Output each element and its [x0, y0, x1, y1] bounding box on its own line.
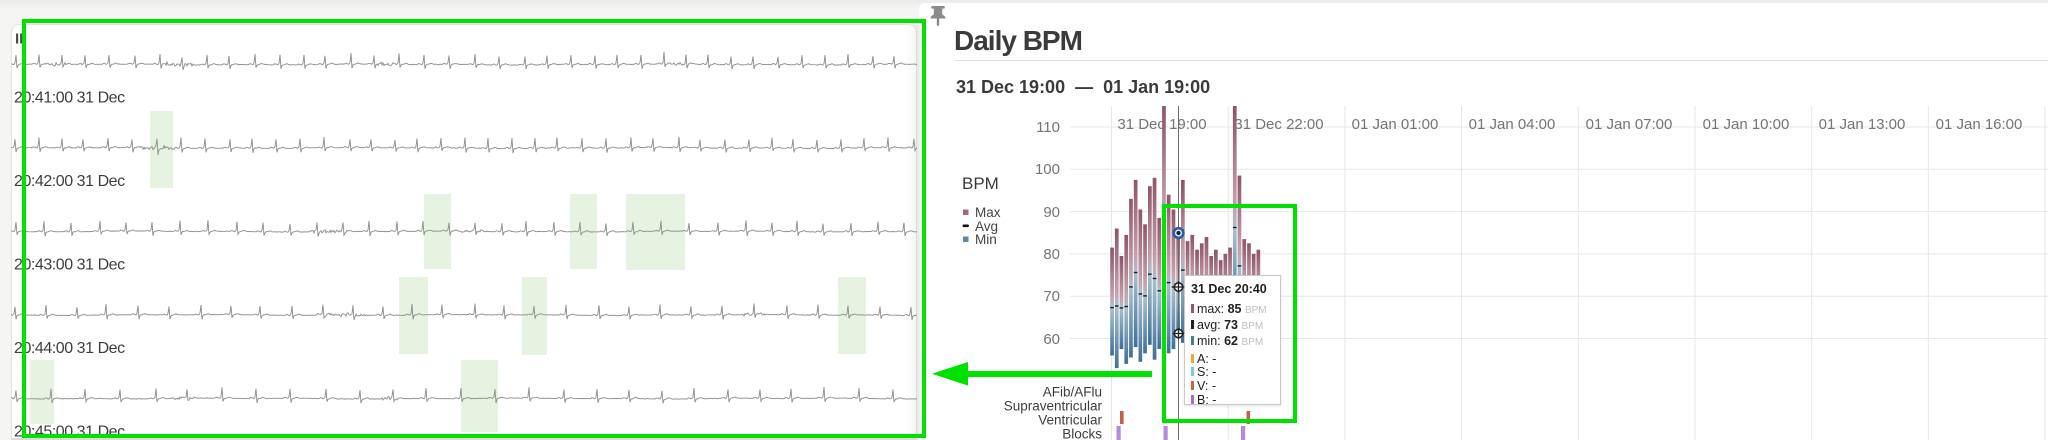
svg-text:Ventricular: Ventricular [1038, 413, 1102, 428]
svg-text:Min: Min [975, 232, 997, 247]
svg-text:01 Jan 13:00: 01 Jan 13:00 [1819, 116, 1906, 133]
svg-text:60: 60 [1043, 331, 1060, 348]
svg-text:Max: Max [975, 205, 1001, 220]
svg-text:II: II [15, 31, 23, 48]
svg-text:01 Jan 04:00: 01 Jan 04:00 [1469, 116, 1556, 133]
svg-text:20:41:00 31 Dec: 20:41:00 31 Dec [14, 90, 125, 107]
svg-text:20:42:00 31 Dec: 20:42:00 31 Dec [14, 173, 125, 190]
svg-text:Avg: Avg [975, 219, 998, 234]
svg-text:AFib/AFlu: AFib/AFlu [1043, 385, 1102, 400]
svg-text:20:44:00 31 Dec: 20:44:00 31 Dec [14, 340, 125, 357]
svg-text:Blocks: Blocks [1062, 427, 1102, 440]
svg-text:90: 90 [1043, 204, 1060, 221]
svg-text:01 Jan 01:00: 01 Jan 01:00 [1352, 116, 1439, 133]
svg-text:100: 100 [1035, 161, 1060, 178]
svg-text:01 Jan 07:00: 01 Jan 07:00 [1586, 116, 1673, 133]
svg-text:01 Jan 16:00: 01 Jan 16:00 [1936, 116, 2023, 133]
svg-text:01 Jan 10:00: 01 Jan 10:00 [1703, 116, 1790, 133]
svg-text:20:43:00 31 Dec: 20:43:00 31 Dec [14, 257, 125, 274]
svg-text:80: 80 [1043, 246, 1060, 263]
svg-text:70: 70 [1043, 288, 1060, 305]
svg-text:31 Dec 22:00: 31 Dec 22:00 [1234, 116, 1323, 133]
svg-text:31 Dec 19:00: 31 Dec 19:00 [1117, 116, 1206, 133]
svg-text:110: 110 [1036, 119, 1060, 136]
svg-text:Supraventricular: Supraventricular [1004, 399, 1103, 414]
